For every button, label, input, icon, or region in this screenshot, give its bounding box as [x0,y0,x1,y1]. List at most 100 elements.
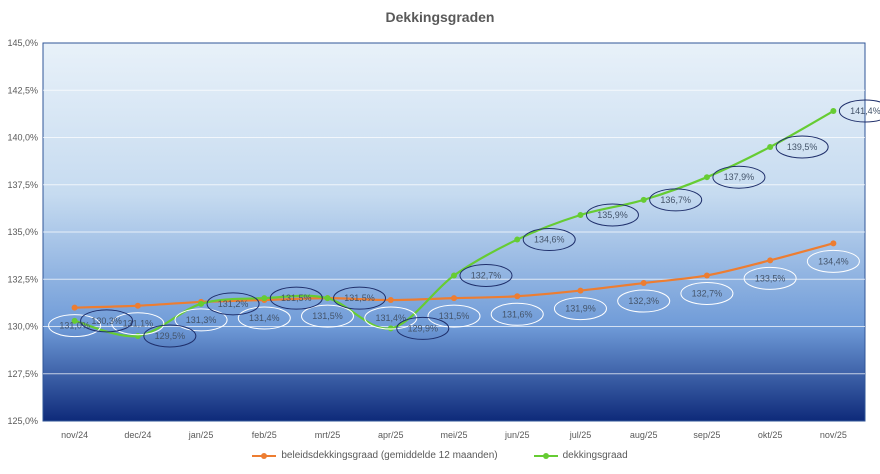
data-label: 133,5% [755,273,786,283]
data-label-ellipse [459,263,513,287]
x-tick-label: jun/25 [504,430,530,440]
data-label-ellipse [396,316,450,340]
data-point [451,272,457,279]
y-tick-label: 125,0% [7,416,38,426]
x-tick-label: mei/25 [440,430,467,440]
data-label: 130,3% [91,316,122,326]
x-tick-label: feb/25 [252,430,277,440]
y-tick-label: 130,0% [7,322,38,332]
data-label: 131,0% [59,321,90,331]
data-label: 134,4% [818,256,849,266]
legend: beleidsdekkingsgraad (gemiddelde 12 maan… [0,450,880,461]
data-point [71,304,78,311]
data-label-ellipse [775,135,829,159]
data-point [451,295,457,302]
data-point [134,302,141,309]
data-label: 136,7% [660,195,691,205]
data-point [830,240,837,247]
data-label: 131,2% [218,299,249,309]
data-label-ellipse [649,188,703,212]
data-label: 139,5% [787,142,818,152]
x-tick-label: nov/24 [61,430,88,440]
data-label-ellipse [269,286,323,310]
data-label: 131,9% [565,304,596,314]
data-label: 132,7% [471,270,502,280]
data-label-ellipse [522,228,576,252]
data-point [767,257,774,264]
legend-label: dekkingsgraad [562,450,628,461]
data-label: 131,5% [312,311,343,321]
data-point [830,108,837,115]
y-tick-label: 135,0% [7,227,38,237]
data-point [387,325,394,332]
data-label: 132,7% [692,288,723,298]
x-tick-label: okt/25 [758,430,783,440]
data-label: 129,9% [408,323,439,333]
x-tick-label: apr/25 [378,430,404,440]
data-label-ellipse [143,324,197,348]
legend-label: beleidsdekkingsgraad (gemiddelde 12 maan… [281,450,498,461]
data-label: 129,5% [155,331,186,341]
y-tick-label: 127,5% [7,369,38,379]
data-label: 131,1% [123,319,154,329]
data-point [703,174,710,181]
data-point [387,297,394,304]
data-label-ellipse [48,314,102,338]
x-tick-label: mrt/25 [315,430,341,440]
x-tick-label: sep/25 [693,430,720,440]
data-label-ellipse [585,203,639,227]
x-tick-label: jul/25 [569,430,592,440]
data-label-ellipse [743,266,797,290]
y-tick-label: 140,0% [7,133,38,143]
data-point [640,196,647,203]
data-point [198,300,205,307]
data-label-ellipse [553,297,607,321]
data-point [71,317,78,324]
data-label-ellipse [680,281,734,305]
y-tick-label: 137,5% [7,180,38,190]
data-point [134,332,141,339]
data-point [514,293,521,300]
data-label-ellipse [712,165,766,189]
data-label-ellipse [806,249,860,273]
x-tick-label: aug/25 [630,430,658,440]
data-label: 131,4% [376,313,407,323]
data-label: 137,9% [724,172,755,182]
data-label-ellipse [427,304,481,328]
data-point [640,280,647,287]
data-point [577,211,584,218]
data-point [703,272,710,279]
x-tick-label: dec/24 [124,430,151,440]
data-point [767,143,774,150]
data-label-ellipse [237,306,291,330]
data-label-ellipse [490,302,544,326]
data-point [324,295,331,302]
y-tick-label: 132,5% [7,274,38,284]
legend-item-beleidsdekkingsgraad: beleidsdekkingsgraad (gemiddelde 12 maan… [252,450,498,461]
data-label-ellipse [838,99,880,123]
data-label: 131,3% [186,315,217,325]
x-tick-label: nov/25 [820,430,847,440]
y-tick-label: 145,0% [7,38,38,48]
data-point [577,287,584,294]
legend-item-dekkingsgraad: dekkingsgraad [533,450,628,461]
data-label: 131,6% [502,309,533,319]
data-label: 131,5% [344,293,375,303]
data-label: 135,9% [597,210,628,220]
data-label-ellipse [80,309,134,333]
data-point [261,295,268,302]
data-label: 131,4% [249,313,280,323]
chart-title: Dekkingsgraden [385,9,495,25]
x-tick-label: jan/25 [188,430,214,440]
data-label-ellipse [333,286,387,310]
data-label: 131,5% [281,293,312,303]
data-label: 131,5% [439,311,470,321]
data-label-ellipse [206,292,260,316]
data-label: 132,3% [628,296,659,306]
data-label-ellipse [617,289,671,313]
y-tick-label: 142,5% [7,85,38,95]
data-label-ellipse [174,308,228,332]
data-label: 134,6% [534,235,565,245]
